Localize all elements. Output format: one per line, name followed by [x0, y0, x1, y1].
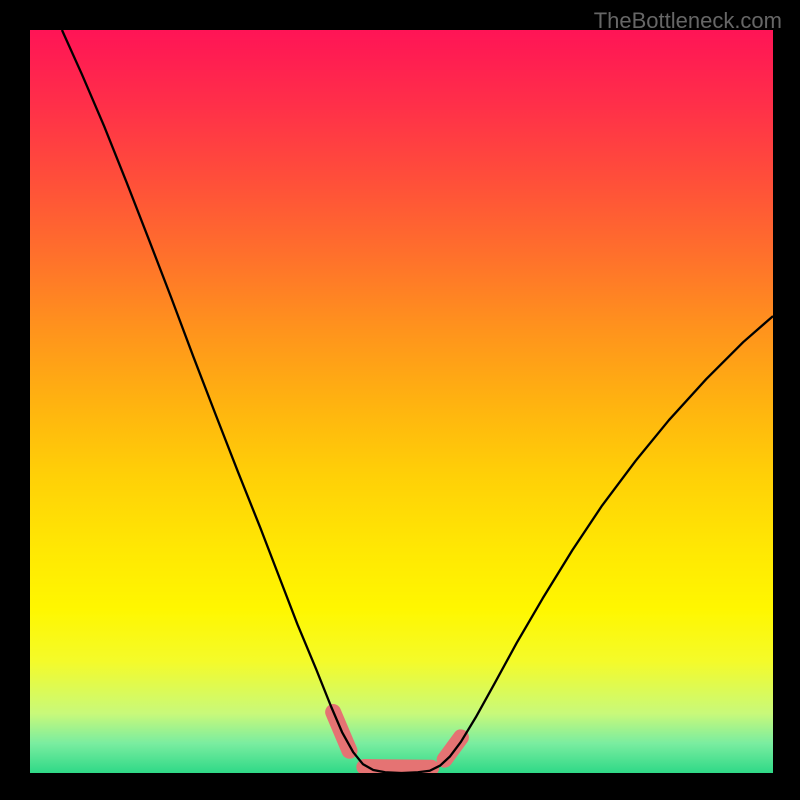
- bottleneck-chart: [30, 30, 773, 773]
- watermark-text: TheBottleneck.com: [594, 8, 782, 34]
- gradient-background: [30, 30, 773, 773]
- highlight-segment-1: [364, 767, 431, 768]
- chart-svg: [30, 30, 773, 773]
